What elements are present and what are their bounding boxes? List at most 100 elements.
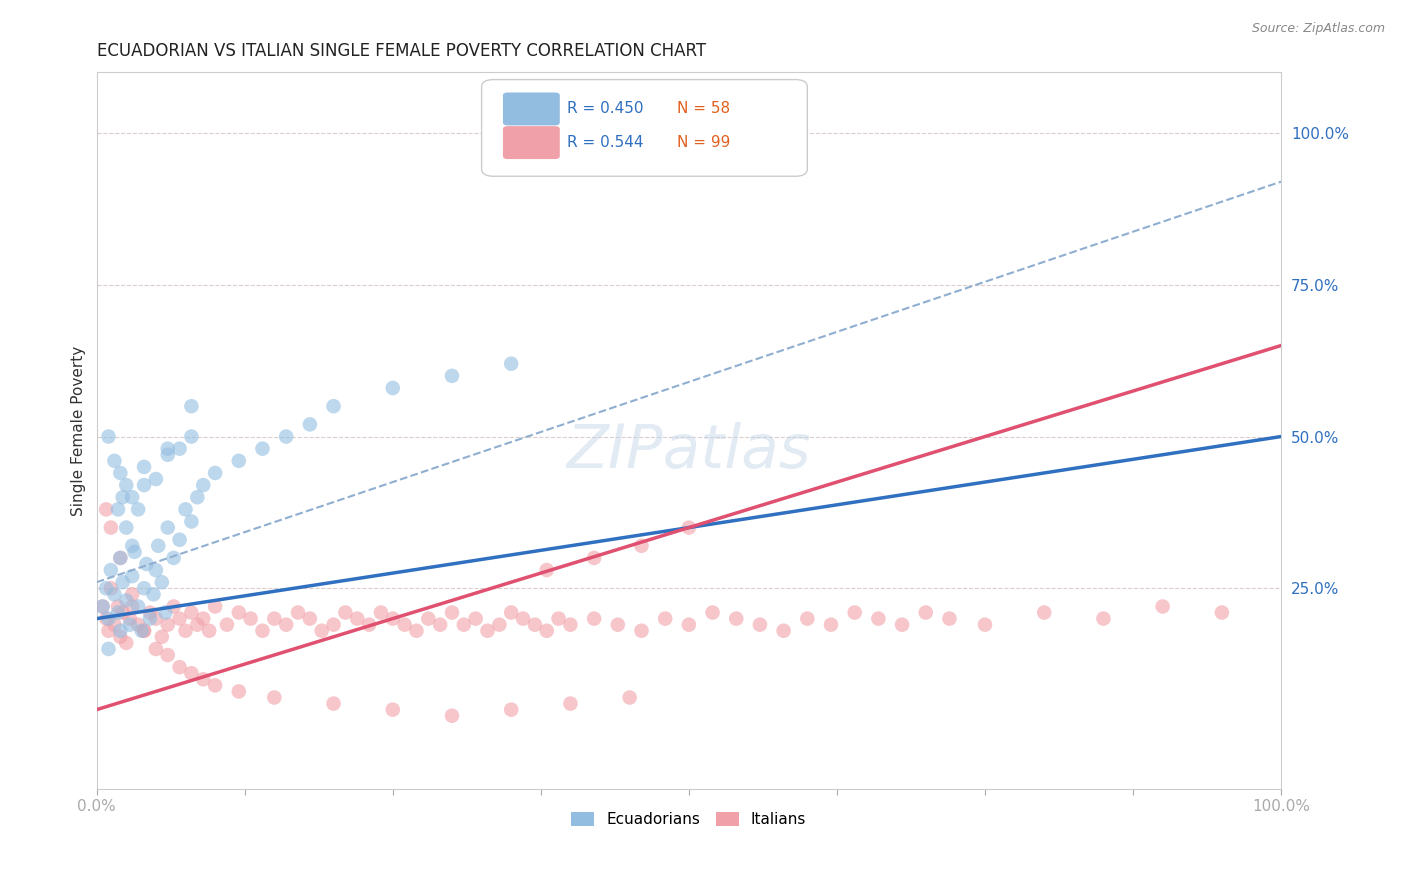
Point	[523, 617, 546, 632]
Point	[193, 673, 215, 687]
FancyBboxPatch shape	[482, 79, 807, 177]
Point	[1033, 606, 1056, 620]
Point	[938, 612, 960, 626]
Point	[276, 617, 298, 632]
Point	[132, 624, 155, 638]
Point	[501, 703, 523, 717]
Point	[180, 515, 202, 529]
Point	[150, 575, 173, 590]
Point	[583, 612, 606, 626]
Point	[124, 545, 146, 559]
Point	[678, 520, 700, 534]
Point	[156, 442, 179, 456]
Point	[118, 612, 141, 626]
Text: Source: ZipAtlas.com: Source: ZipAtlas.com	[1251, 22, 1385, 36]
Point	[1211, 606, 1233, 620]
Point	[440, 368, 463, 383]
Point	[169, 442, 191, 456]
Point	[94, 581, 117, 595]
Point	[252, 624, 274, 638]
Point	[536, 624, 558, 638]
Text: ZIPatlas: ZIPatlas	[567, 423, 811, 482]
Point	[228, 454, 250, 468]
Point	[110, 550, 132, 565]
Point	[193, 478, 215, 492]
Point	[145, 472, 167, 486]
Point	[322, 697, 344, 711]
Point	[131, 624, 153, 638]
Point	[429, 617, 451, 632]
Point	[156, 648, 179, 662]
Point	[111, 575, 134, 590]
Point	[772, 624, 794, 638]
Point	[163, 550, 186, 565]
Point	[186, 617, 208, 632]
Point	[180, 606, 202, 620]
Point	[139, 606, 162, 620]
Point	[110, 624, 132, 638]
Point	[121, 587, 143, 601]
Point	[174, 624, 197, 638]
Point	[311, 624, 333, 638]
Point	[139, 612, 162, 626]
Point	[381, 703, 404, 717]
Point	[263, 690, 285, 705]
Point	[868, 612, 890, 626]
Point	[115, 593, 138, 607]
Text: R = 0.544: R = 0.544	[567, 135, 644, 150]
Point	[155, 606, 177, 620]
Point	[322, 617, 344, 632]
Point	[619, 690, 641, 705]
Point	[127, 617, 149, 632]
Point	[121, 490, 143, 504]
Point	[560, 697, 582, 711]
Point	[174, 502, 197, 516]
Point	[145, 563, 167, 577]
Point	[97, 429, 120, 443]
Y-axis label: Single Female Poverty: Single Female Poverty	[72, 345, 86, 516]
Point	[115, 520, 138, 534]
Point	[107, 502, 129, 516]
Point	[110, 550, 132, 565]
Point	[121, 569, 143, 583]
Point	[1152, 599, 1174, 614]
Point	[820, 617, 842, 632]
Point	[263, 612, 285, 626]
Point	[91, 599, 114, 614]
Point	[132, 581, 155, 595]
Point	[322, 399, 344, 413]
Point	[239, 612, 262, 626]
Point	[536, 563, 558, 577]
Point	[156, 520, 179, 534]
Point	[440, 708, 463, 723]
Point	[418, 612, 440, 626]
Point	[335, 606, 357, 620]
Point	[394, 617, 416, 632]
Point	[169, 660, 191, 674]
Point	[914, 606, 936, 620]
Point	[118, 617, 141, 632]
Text: N = 99: N = 99	[678, 135, 730, 150]
Point	[583, 550, 606, 565]
Point	[110, 466, 132, 480]
Point	[145, 642, 167, 657]
Point	[204, 466, 226, 480]
Point	[156, 448, 179, 462]
Point	[127, 502, 149, 516]
Point	[94, 612, 117, 626]
Point	[97, 612, 120, 626]
Point	[204, 678, 226, 692]
Point	[107, 599, 129, 614]
Point	[103, 617, 125, 632]
Point	[198, 624, 221, 638]
Point	[630, 539, 652, 553]
Point	[180, 429, 202, 443]
Point	[169, 533, 191, 547]
Point	[796, 612, 818, 626]
Point	[228, 606, 250, 620]
Point	[1092, 612, 1115, 626]
Point	[111, 606, 134, 620]
Point	[501, 606, 523, 620]
Point	[100, 581, 122, 595]
Point	[749, 617, 772, 632]
